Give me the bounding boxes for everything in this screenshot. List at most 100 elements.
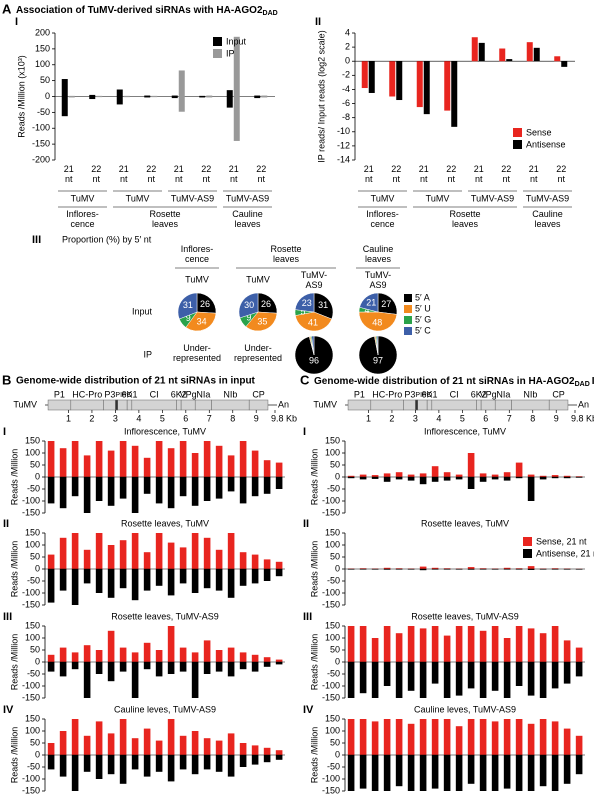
y-tick-label: -100 (322, 773, 340, 783)
bar (503, 719, 511, 755)
pie-label: 23 (302, 298, 312, 308)
gene-label: 6K1 (421, 389, 437, 399)
y-tick-label: -50 (27, 483, 40, 493)
bar (368, 61, 375, 93)
gene-label: CP (552, 389, 565, 399)
bar (191, 533, 199, 569)
bar (215, 549, 223, 569)
title-main: Genome-wide distribution of 21 nt siRNAs… (314, 376, 575, 387)
bar (251, 745, 259, 755)
gene-box (476, 399, 482, 411)
bar (251, 662, 259, 672)
bar (551, 477, 559, 479)
group-label: TuMV-AS9 (226, 193, 269, 203)
x-tick-label: 4 (436, 413, 441, 423)
x-tick-label: 9 (254, 413, 259, 423)
plot-title: Rosette leaves, TuMV (121, 518, 209, 528)
bar (143, 457, 151, 477)
gene-box (370, 399, 404, 411)
text-line: nt (557, 174, 565, 184)
bar (179, 647, 187, 662)
group-label: TuMV-AS9 (171, 193, 214, 203)
bar (59, 569, 67, 591)
bar (191, 652, 199, 662)
y-tick-label: 4 (345, 27, 350, 37)
y-axis-label: Reads /Million (309, 727, 319, 784)
gene-box (176, 399, 182, 411)
bar (215, 569, 223, 591)
bar (515, 462, 523, 477)
bar (233, 36, 240, 97)
legend-swatch (404, 305, 412, 313)
bar (179, 735, 187, 755)
bar (227, 755, 235, 777)
bar (254, 95, 261, 97)
pie-slice (185, 311, 217, 332)
bar (203, 537, 211, 569)
text-line: 21 (529, 164, 539, 174)
text-line: nt (175, 174, 183, 184)
bar (47, 441, 55, 477)
bar (419, 473, 427, 477)
bar (347, 662, 355, 698)
plot-title: Cauline leves, TuMV-AS9 (114, 704, 216, 714)
bar (167, 448, 175, 477)
bar (179, 441, 187, 477)
x-tick-label: 22 nt (91, 164, 101, 184)
bar (575, 662, 583, 677)
x-tick-label: 6 (483, 413, 488, 423)
x-tick-label: 21 nt (64, 164, 74, 184)
bar (443, 635, 451, 662)
bar (527, 723, 535, 755)
y-tick-label: 50 (330, 737, 340, 747)
bar (527, 755, 535, 791)
bar (95, 569, 103, 593)
bar (527, 569, 535, 570)
plot-title: Inflorescence, TuMV (424, 426, 506, 436)
gene-label: HC-Pro (72, 389, 102, 399)
bar (171, 95, 178, 97)
bar (551, 568, 559, 569)
text-line: represented (234, 353, 282, 363)
bar (155, 662, 163, 677)
text-line: nt (257, 174, 265, 184)
y-axis-label: IP reads/ Input reads (log2 scale) (316, 30, 326, 162)
bar (515, 755, 523, 791)
panel-letter: C (300, 372, 310, 387)
bar (539, 477, 547, 480)
legend-swatch (513, 140, 522, 149)
gene-label: P3 (404, 389, 415, 399)
tissue-label: Rosette leaves (449, 209, 480, 229)
bar (383, 473, 391, 477)
bar (443, 472, 451, 477)
bar (68, 96, 75, 98)
bar (395, 662, 403, 698)
bar (95, 755, 103, 779)
bar (467, 567, 475, 569)
gene-label: PIPO (115, 392, 132, 399)
bar (59, 662, 67, 677)
bar (215, 755, 223, 772)
bar (359, 477, 367, 480)
pie-label: 27 (381, 299, 391, 309)
panel-numeral: III (32, 234, 41, 246)
bar (263, 477, 271, 494)
x-tick-label: 5 (460, 413, 465, 423)
bar (119, 477, 127, 499)
bar (95, 533, 103, 569)
pie-slice (196, 292, 217, 314)
y-tick-label: 0 (35, 563, 40, 573)
legend-label: IP (226, 48, 235, 58)
bar (539, 719, 547, 755)
pie-label: 34 (197, 316, 207, 326)
bar (143, 755, 151, 777)
pie-label: 30 (244, 300, 254, 310)
pie-label: 5 (300, 307, 305, 317)
y-tick-label: 150 (35, 43, 50, 53)
bar (191, 755, 199, 775)
x-tick-label: 2 (389, 413, 394, 423)
bar (226, 96, 233, 108)
bar (479, 662, 487, 698)
bar (407, 477, 415, 481)
panel-numeral: II (3, 518, 9, 530)
